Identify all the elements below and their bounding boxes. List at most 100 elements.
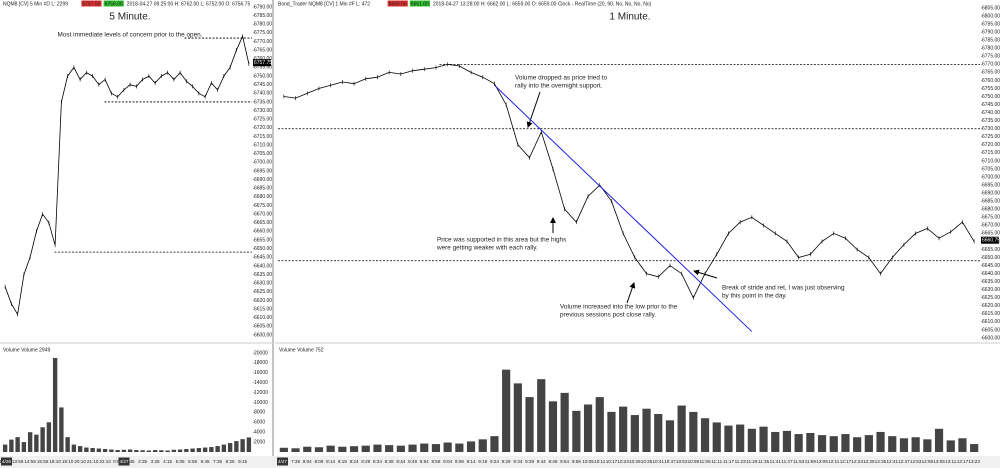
volume-bar bbox=[700, 418, 710, 452]
y-tick-label: 6685.00 bbox=[254, 186, 272, 192]
volume-bar bbox=[9, 439, 14, 452]
y-tick-label: 6650.00 bbox=[254, 246, 272, 252]
y-tick-label: 6635.00 bbox=[254, 272, 272, 278]
x-tick-label: 12:05 bbox=[816, 459, 828, 464]
volume-bar bbox=[184, 449, 189, 452]
volume-bar bbox=[246, 437, 252, 452]
volume-bar bbox=[689, 411, 698, 452]
x-tick-label: 13:17 bbox=[957, 459, 969, 464]
y-tick-label: 6615.00 bbox=[982, 311, 1000, 317]
x-tick-label: 8:19 bbox=[338, 459, 347, 464]
y-tick-label: 6795.00 bbox=[982, 21, 1000, 27]
volume-bar bbox=[502, 369, 511, 452]
y-tick-label: 6610.00 bbox=[982, 319, 1000, 325]
y-tick-label: 6605.00 bbox=[982, 327, 1000, 333]
y-tick-label: 6705.00 bbox=[982, 166, 1000, 172]
quote-box bbox=[81, 0, 102, 7]
volume-bar bbox=[385, 445, 394, 452]
y-tick-label: 6615.00 bbox=[254, 306, 272, 312]
y-tick-label: 6720.00 bbox=[254, 125, 272, 131]
volume-bar bbox=[888, 436, 897, 452]
x-tick-label: 10:17 bbox=[606, 459, 618, 464]
x-tick-label: 10:35 bbox=[641, 459, 653, 464]
x-tick-label: 10:05 bbox=[582, 459, 594, 464]
y-tick-label: 6755.00 bbox=[982, 86, 1000, 92]
chart-title: 1 Minute. bbox=[609, 12, 650, 23]
date-box bbox=[277, 457, 288, 466]
volume-bar bbox=[373, 444, 382, 452]
volume-bar bbox=[946, 440, 955, 452]
volume-bar bbox=[466, 441, 476, 452]
y-tick-label: 6655.00 bbox=[254, 237, 272, 243]
y-tick-label: 6785.00 bbox=[254, 13, 272, 19]
x-tick-label: 12:59 bbox=[922, 459, 934, 464]
y-tick-label: 6625.00 bbox=[254, 289, 272, 295]
volume-tick-label: 4000 bbox=[254, 430, 265, 436]
volume-bar bbox=[572, 410, 581, 452]
y-tick-label: 6740.00 bbox=[982, 110, 1000, 116]
volume-bar bbox=[115, 450, 120, 452]
volume-bar bbox=[817, 435, 827, 452]
volume-bar bbox=[607, 411, 616, 452]
x-tick-label: 11:53 bbox=[793, 459, 805, 464]
volume-bar bbox=[537, 379, 546, 452]
volume-bar bbox=[420, 443, 429, 452]
x-tick-label: 9:39 bbox=[525, 459, 534, 464]
y-tick-label: 6600.00 bbox=[982, 335, 1000, 341]
y-tick-label: 6775.00 bbox=[982, 54, 1000, 60]
y-tick-label: 6715.00 bbox=[254, 134, 272, 140]
y-tick-label: 6710.00 bbox=[254, 142, 272, 148]
header-text: 2018-04-27 13:28:00 H: 6662.00 L: 6659.0… bbox=[433, 1, 652, 7]
x-tick-label: 9:49 bbox=[548, 459, 557, 464]
y-tick-label: 6725.00 bbox=[254, 117, 272, 123]
volume-bar bbox=[152, 450, 158, 452]
annotation: Volume dropped as price tried to bbox=[515, 75, 607, 82]
volume-bar bbox=[548, 401, 558, 452]
volume-bar bbox=[338, 446, 347, 452]
x-tick-label: 1:45 bbox=[126, 459, 135, 464]
x-tick-label: 5:55 bbox=[188, 459, 197, 464]
y-tick-label: 6780.00 bbox=[982, 46, 1000, 52]
last-price-label: 6660.75 bbox=[982, 238, 1000, 244]
x-tick-label: 8:29 bbox=[361, 459, 370, 464]
y-tick-label: 6805.00 bbox=[982, 5, 1000, 11]
y-tick-label: 6695.00 bbox=[254, 168, 272, 174]
x-tick-label: 11:41 bbox=[770, 459, 782, 464]
volume-bar bbox=[396, 445, 405, 452]
y-tick-label: 6690.00 bbox=[254, 177, 272, 183]
volume-bar bbox=[431, 444, 441, 452]
x-tick-label: 8:34 bbox=[373, 459, 382, 464]
volume-label: Volume Volume 2949 bbox=[3, 347, 50, 353]
volume-bar bbox=[177, 449, 183, 452]
last-price-box bbox=[253, 59, 271, 67]
volume-bar bbox=[911, 437, 920, 452]
volume-tick-label: 18000 bbox=[254, 360, 268, 366]
x-tick-label: 8:44 bbox=[396, 459, 405, 464]
volume-bar bbox=[630, 415, 639, 452]
x-tick-label: 12:11 bbox=[828, 459, 840, 464]
y-tick-label: 6775.00 bbox=[254, 30, 272, 36]
x-tick-label: 12:47 bbox=[898, 459, 910, 464]
volume-bar bbox=[443, 442, 452, 452]
volume-tick-label: 8000 bbox=[254, 410, 265, 416]
x-tick-label: 12:41 bbox=[887, 459, 899, 464]
y-tick-label: 6735.00 bbox=[254, 99, 272, 105]
volume-bar bbox=[478, 439, 487, 452]
last-price-box bbox=[981, 236, 999, 244]
x-tick-label: 10:41 bbox=[653, 459, 665, 464]
x-tick-label: 3:25 bbox=[151, 459, 160, 464]
x-tick-label: 13:23 bbox=[968, 459, 980, 464]
volume-bar bbox=[490, 436, 499, 452]
volume-bar bbox=[227, 443, 233, 452]
volume-bar bbox=[190, 448, 195, 452]
volume-bar bbox=[46, 422, 52, 452]
x-tick-label: 11:11 bbox=[711, 459, 722, 464]
header-text: 6758.00 bbox=[105, 1, 123, 7]
volume-bar bbox=[59, 407, 64, 452]
volume-label: Volume Volume 752 bbox=[279, 347, 324, 353]
volume-bar bbox=[109, 449, 114, 452]
volume-bar bbox=[736, 424, 745, 452]
volume-bar bbox=[84, 447, 89, 452]
